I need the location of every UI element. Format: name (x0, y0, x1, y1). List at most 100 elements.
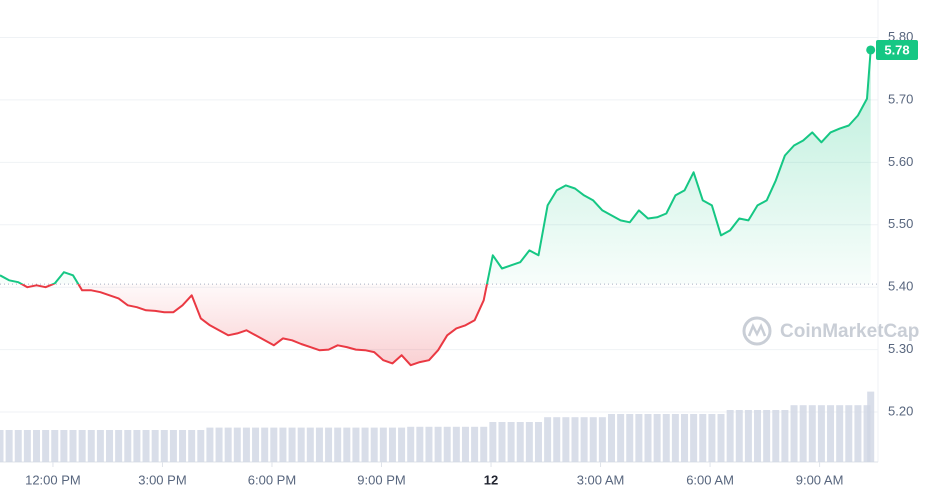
volume-bar (867, 391, 875, 462)
volume-bar (571, 417, 579, 462)
volume-bar (452, 426, 460, 462)
watermark: CoinMarketCap (742, 316, 919, 346)
volume-bar (425, 426, 433, 462)
volume-bar (690, 414, 698, 462)
volume-bar (151, 430, 159, 462)
volume-bar (525, 422, 533, 462)
area-up (0, 49, 871, 285)
volume-bar (708, 414, 716, 462)
volume-bar (681, 414, 689, 462)
volume-bar (169, 430, 177, 462)
volume-bar (224, 427, 232, 462)
volume-bar (863, 405, 871, 462)
volume-bar (379, 427, 387, 462)
area-down (0, 284, 871, 366)
volume-bar (461, 426, 469, 462)
volume-bar (781, 410, 789, 462)
y-tick-label: 5.20 (888, 403, 913, 418)
volume-bar (270, 427, 278, 462)
volume-bar (808, 405, 816, 462)
volume-bar (407, 426, 415, 462)
volume-bar (817, 405, 825, 462)
volume-bar (325, 427, 333, 462)
volume-bar (352, 427, 360, 462)
y-tick-label: 5.50 (888, 216, 913, 231)
volume-bar (717, 414, 725, 462)
volume-bar (33, 430, 41, 462)
volume-bar (78, 430, 86, 462)
volume-bar (607, 414, 615, 462)
volume-bar (343, 427, 351, 462)
volume-bar (14, 430, 22, 462)
volume-bar (544, 417, 552, 462)
y-tick-label: 5.60 (888, 154, 913, 169)
volume-bar (261, 427, 269, 462)
y-tick-label: 5.30 (888, 341, 913, 356)
watermark-logo-mark (747, 322, 767, 337)
volume-bar (598, 417, 606, 462)
volume-bar (206, 427, 214, 462)
x-tick-label: 9:00 PM (357, 472, 405, 487)
volume-bar (434, 426, 442, 462)
x-tick-label: 3:00 PM (138, 472, 186, 487)
volume-bar (197, 430, 205, 462)
volume-bar (662, 414, 670, 462)
volume-bar (398, 427, 406, 462)
price-line-down (19, 284, 489, 367)
volume-bar (69, 430, 77, 462)
price-line-up (0, 49, 872, 285)
x-tick-label: 6:00 AM (686, 472, 734, 487)
volume-bar (443, 426, 451, 462)
volume-bar (754, 410, 762, 462)
volume-bar (580, 417, 588, 462)
volume-bar (297, 427, 305, 462)
x-tick-label: 3:00 AM (577, 472, 625, 487)
volume-bar (142, 430, 150, 462)
volume-bar (96, 430, 104, 462)
volume-bar (5, 430, 13, 462)
volume-bar (115, 430, 123, 462)
volume-bar (507, 422, 515, 462)
volume-bar (516, 422, 524, 462)
volume-bar (489, 422, 497, 462)
volume-bar (480, 426, 488, 462)
volume-bar (617, 414, 625, 462)
watermark-logo (742, 316, 772, 346)
volume-bar (133, 430, 141, 462)
volume-bar (188, 430, 196, 462)
y-tick-label: 5.70 (888, 91, 913, 106)
volume-bar (242, 427, 250, 462)
volume-bar (42, 430, 50, 462)
y-tick-label: 5.40 (888, 279, 913, 294)
volume-bar (626, 414, 634, 462)
volume-bar (416, 426, 424, 462)
volume-bar (388, 427, 396, 462)
volume-bar (836, 405, 844, 462)
volume-bar (534, 422, 542, 462)
x-tick-label: 6:00 PM (248, 472, 296, 487)
volume-bar (735, 410, 743, 462)
volume-bar (160, 430, 168, 462)
volume-bar (233, 427, 241, 462)
volume-bar (726, 410, 734, 462)
volume-bar (589, 417, 597, 462)
volume-bar (315, 427, 323, 462)
volume-bar (799, 405, 807, 462)
price-tag-label: 5.78 (884, 42, 909, 57)
price-tag (876, 39, 918, 60)
volume-bar (562, 417, 570, 462)
volume-bar (279, 427, 287, 462)
volume-bar (763, 410, 771, 462)
volume-bar (106, 430, 114, 462)
volume-bar (671, 414, 679, 462)
volume-bar (23, 430, 31, 462)
volume-bar (635, 414, 643, 462)
volume-bar (699, 414, 707, 462)
volume-bar (744, 410, 752, 462)
volume-bar (790, 405, 798, 462)
x-tick-label: 9:00 AM (796, 472, 844, 487)
volume-bar (653, 414, 661, 462)
volume-bar (361, 427, 369, 462)
volume-bar (51, 430, 59, 462)
